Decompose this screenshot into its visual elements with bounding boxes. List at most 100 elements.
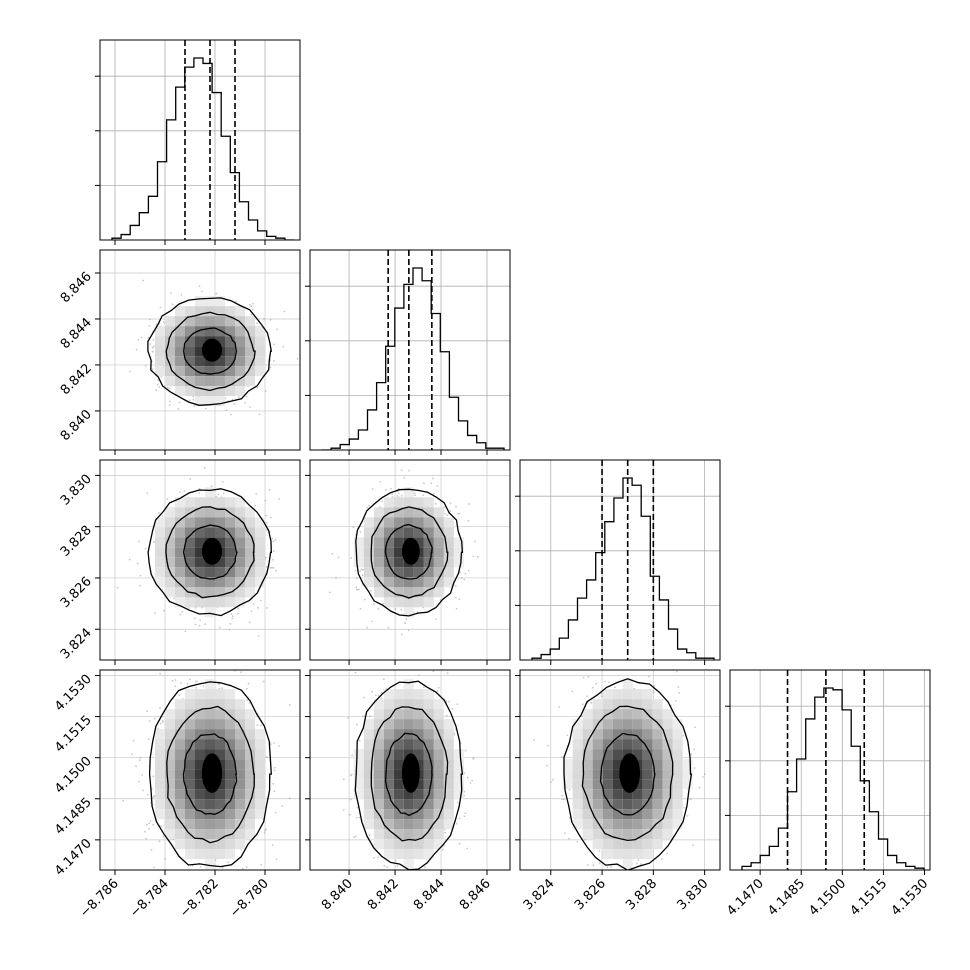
density-cell [245,346,255,357]
density-cell [235,719,245,730]
density-cell [165,739,175,750]
density-cell [205,517,215,528]
density-cell [373,537,384,548]
density-cell [165,769,175,780]
density-cell [195,699,205,710]
density-cell [403,809,414,820]
density-cell [602,779,613,790]
density-cell [602,839,613,850]
density-cell [235,839,245,850]
density-cell [215,326,225,337]
density-cell [363,779,374,790]
density-cell [175,789,185,800]
density-cell [443,729,454,740]
density-cell [592,809,603,820]
density-cell [215,537,225,548]
x-tick-label: 3.824 [521,876,558,913]
density-cell [393,537,404,548]
density-cell [245,759,255,770]
density-cell [642,729,653,740]
density-cell [235,597,245,608]
y-tick-label: 3.826 [58,574,95,611]
density-cell [582,779,593,790]
density-cell [393,567,404,578]
density-cell [165,729,175,740]
density-cell [413,689,424,700]
density-cell [215,749,225,760]
density-cell [383,739,394,750]
density-cell [205,829,215,840]
density-cell [215,497,225,508]
density-cell [582,819,593,830]
density-cell [155,326,165,337]
panel-frame [99,669,301,871]
density-cell [443,739,454,750]
density-cell [662,809,673,820]
density-cell [632,739,643,750]
density-cell [235,729,245,740]
density-cell [582,729,593,740]
density-cell [225,689,235,700]
density-cell [602,769,613,780]
density-cell [205,567,215,578]
density-cell [433,537,444,548]
density-cell [403,859,414,870]
density-cell [383,829,394,840]
density-cell [155,769,165,780]
density-cell [245,829,255,840]
density-cell [413,809,424,820]
density-cell [572,819,583,830]
density-cell [195,839,205,850]
density-cell [225,336,235,347]
density-cell [225,709,235,720]
density-cell [155,729,165,740]
density-cell [652,759,663,770]
density-cell [225,719,235,730]
density-cell [582,759,593,770]
density-cell [353,779,364,790]
density-cell [155,517,165,528]
x-tick-label: −8.780 [227,876,272,921]
density-cell [652,749,663,760]
density-cell [682,779,693,790]
density-cell [363,567,374,578]
density-cell [642,829,653,840]
density-cell [602,739,613,750]
density-cell [383,719,394,730]
density-cell [195,587,205,598]
density-cell [612,829,623,840]
density-cell [572,749,583,760]
density-cell [215,517,225,528]
density-cell [393,517,404,528]
density-cell [185,799,195,810]
middle-contour [581,705,674,842]
density-cell [612,799,623,810]
density-cell [363,719,374,730]
density-cell [443,769,454,780]
density-cell [175,326,185,337]
density-cell [383,597,394,608]
density-cell [175,346,185,357]
density-cell [195,719,205,730]
density-cell [225,386,235,397]
density-cell [245,789,255,800]
histogram-panel-3 [515,459,721,661]
density-cell [443,567,454,578]
density-cell [413,557,424,568]
x-tick-label: 8.842 [365,876,402,913]
density-cell [195,527,205,538]
density-cell [572,729,583,740]
density-cell [175,527,185,538]
density-cell [433,759,444,770]
density-cell [175,386,185,397]
core-contour [401,537,420,565]
density-cell [185,306,195,317]
density-cell [185,779,195,790]
density-cell [205,799,215,810]
x-tick-label: 4.1530 [889,876,932,919]
density-cell [403,577,414,588]
density-cell [245,729,255,740]
y-tick-label: 8.842 [58,361,95,398]
density-cell [175,809,185,820]
density-cell [403,849,414,860]
